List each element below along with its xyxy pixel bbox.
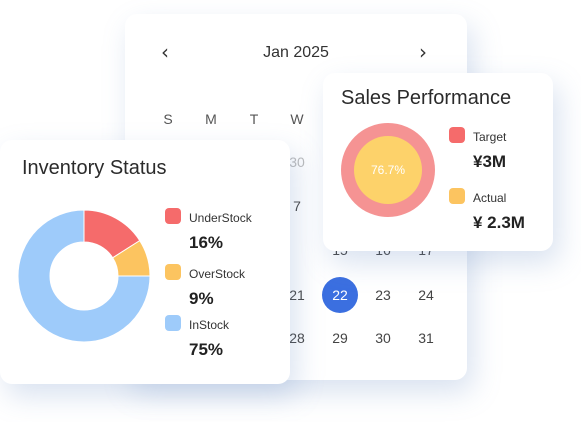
calendar-day[interactable]: 29	[332, 330, 348, 346]
instock-slice	[17, 209, 151, 343]
weekday-tue: T	[249, 111, 259, 127]
overstock-value: 9%	[189, 289, 214, 308]
inventory-donut-chart	[17, 209, 151, 343]
sales-actual-disc	[354, 136, 422, 204]
calendar-day[interactable]: 30	[375, 330, 391, 346]
understock-label: UnderStock	[189, 211, 252, 225]
target-value: ¥3M	[473, 152, 507, 171]
calendar-day[interactable]: 24	[418, 287, 434, 303]
inventory-title: Inventory Status	[22, 157, 167, 179]
calendar-day[interactable]: 23	[375, 287, 391, 303]
calendar-day-selected[interactable]: 22	[322, 277, 358, 313]
target-label: Target	[473, 130, 507, 144]
calendar-day[interactable]: 31	[418, 330, 434, 346]
actual-swatch	[449, 188, 465, 204]
instock-value: 75%	[189, 340, 224, 359]
chevron-left-icon[interactable]: ‹	[161, 40, 169, 64]
calendar-day[interactable]: 7	[293, 198, 301, 214]
understock-value: 16%	[189, 233, 224, 252]
calendar-day[interactable]: 28	[289, 330, 305, 346]
weekday-mon: M	[205, 111, 217, 127]
sales-title: Sales Performance	[341, 87, 512, 109]
weekday-wed: W	[290, 111, 304, 127]
inventory-status-card: Inventory Status UnderStock 16% OverStoc…	[0, 140, 290, 384]
actual-value: ¥ 2.3M	[473, 213, 525, 232]
sales-performance-card: Sales Performance 76.7% Target ¥3M Actua…	[323, 73, 553, 251]
overstock-swatch	[165, 264, 181, 280]
understock-swatch	[165, 208, 181, 224]
weekday-sun: S	[163, 111, 173, 127]
calendar-month-label: Jan 2025	[263, 44, 329, 61]
instock-label: InStock	[189, 318, 230, 332]
target-swatch	[449, 127, 465, 143]
calendar-day[interactable]: 30	[289, 154, 305, 170]
calendar-day[interactable]: 21	[289, 287, 305, 303]
instock-swatch	[165, 315, 181, 331]
sales-percent-label: 76.7%	[370, 163, 406, 177]
overstock-label: OverStock	[189, 267, 246, 281]
chevron-right-icon[interactable]: ›	[419, 40, 427, 64]
actual-label: Actual	[473, 191, 507, 205]
